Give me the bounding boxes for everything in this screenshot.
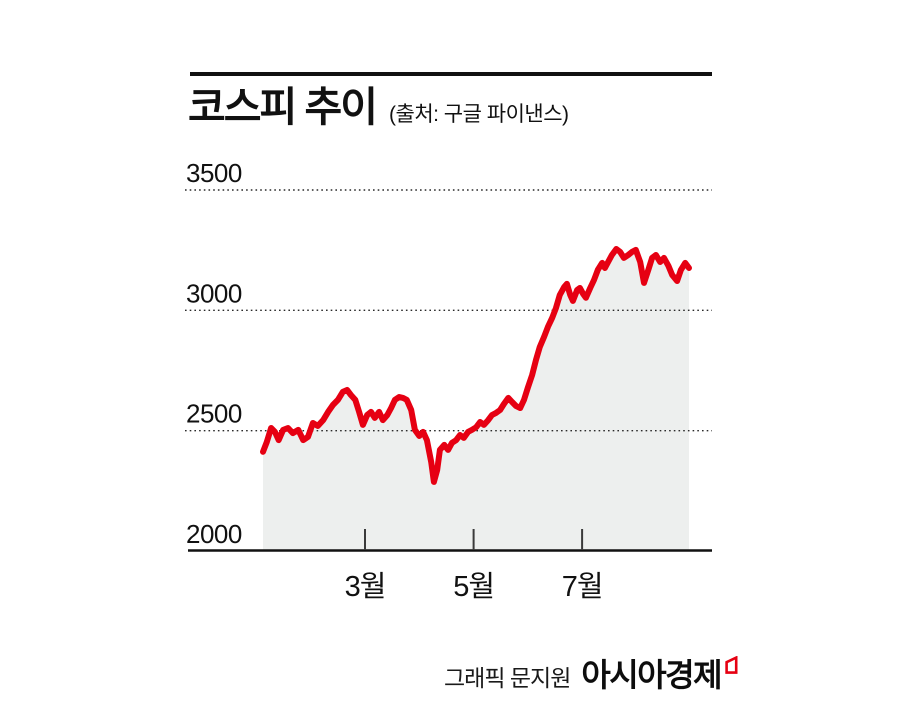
chart-source-label: (출처: 구글 파이낸스) [389,103,569,126]
area-fill [263,249,689,551]
y-tick-label-2500: 2500 [186,399,242,429]
title-rule [190,72,712,76]
y-tick-label-3500: 3500 [186,158,242,188]
chart-header: 코스피 추이 (출처: 구글 파이낸스) [188,84,569,130]
asiae-logo-icon [725,656,738,674]
y-tick-label-3000: 3000 [186,278,242,308]
y-tick-label-2000: 2000 [186,519,242,549]
x-tick-label-7월: 7월 [562,570,603,603]
brand-name: 아시아경제 [581,657,722,693]
x-tick-label-3월: 3월 [345,570,386,603]
x-tick-label-5월: 5월 [453,570,494,603]
graphic-credit-label: 그래픽 문지원 [444,665,571,691]
footer-credit: 그래픽 문지원 아시아경제 [444,650,739,696]
chart-title: 코스피 추이 [188,84,378,130]
kospi-series-line [260,246,692,485]
